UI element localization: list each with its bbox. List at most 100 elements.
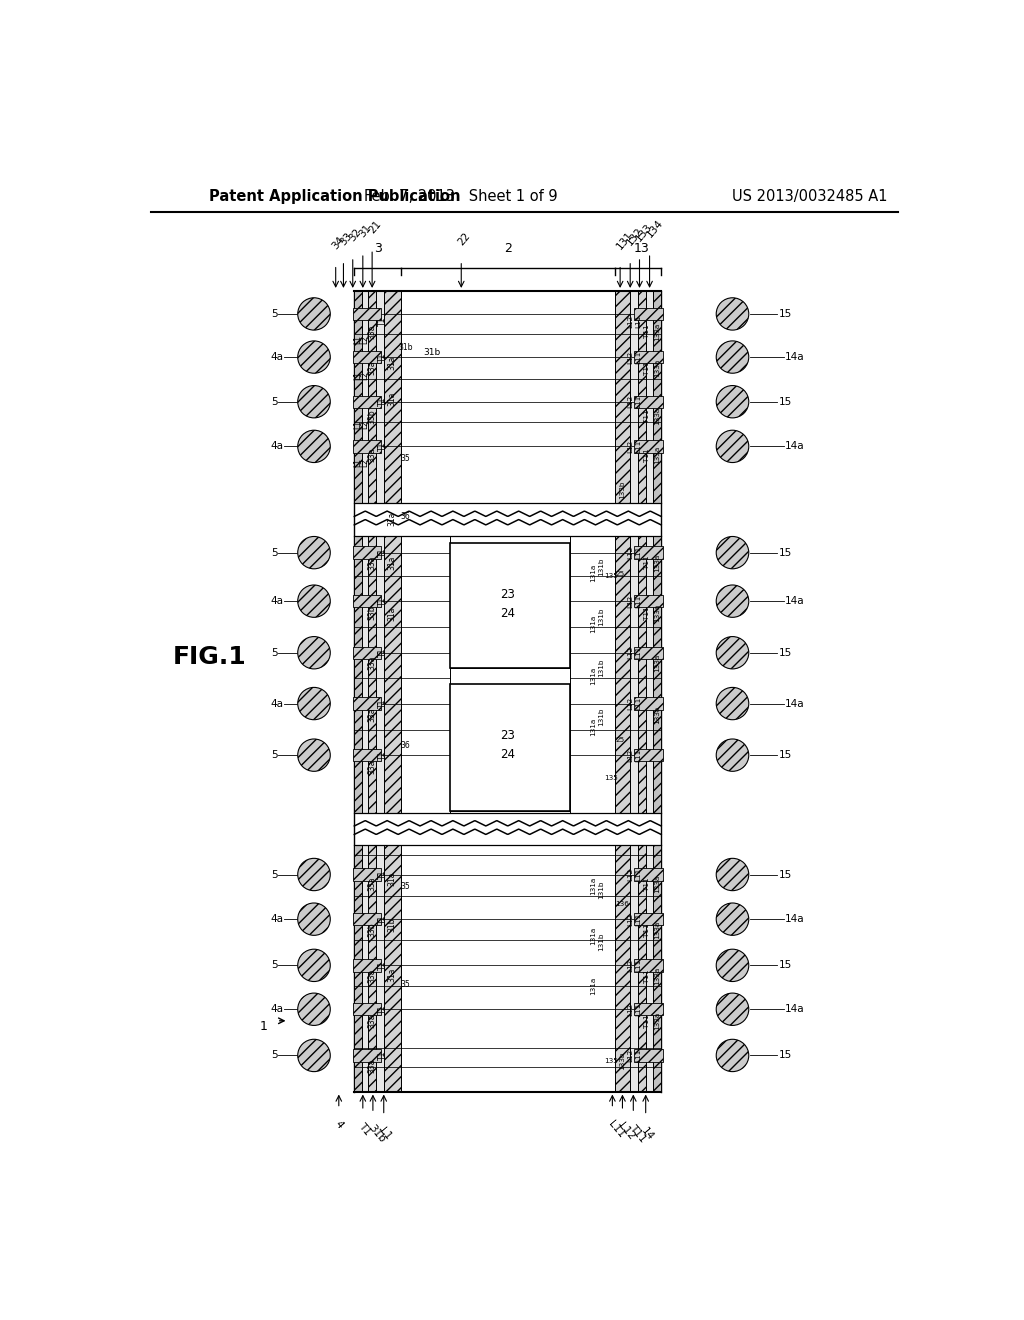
Text: 4: 4 bbox=[333, 1118, 345, 1130]
Text: L12: L12 bbox=[627, 912, 633, 925]
Bar bbox=[362, 845, 369, 1092]
Circle shape bbox=[298, 341, 331, 374]
Text: L12: L12 bbox=[627, 350, 633, 364]
Text: 131a: 131a bbox=[590, 876, 596, 895]
Text: T1: T1 bbox=[378, 915, 387, 924]
Text: 4a: 4a bbox=[270, 1005, 283, 1014]
Text: 31a: 31a bbox=[387, 392, 396, 405]
Text: 131b: 131b bbox=[598, 659, 604, 677]
Text: 15: 15 bbox=[779, 397, 793, 407]
Text: 14a: 14a bbox=[785, 698, 805, 709]
Text: T1: T1 bbox=[378, 751, 387, 760]
Bar bbox=[634, 396, 663, 408]
Text: L12: L12 bbox=[627, 697, 633, 710]
Bar bbox=[384, 290, 400, 503]
Text: L2: L2 bbox=[359, 335, 369, 343]
Bar bbox=[384, 536, 400, 813]
Circle shape bbox=[298, 585, 331, 618]
Text: 133a: 133a bbox=[654, 875, 660, 892]
Text: 131a: 131a bbox=[590, 564, 596, 582]
Text: 33a: 33a bbox=[368, 447, 377, 462]
Text: L12: L12 bbox=[627, 1003, 633, 1016]
Text: L12: L12 bbox=[627, 546, 633, 560]
Text: 34: 34 bbox=[331, 234, 346, 251]
Bar bbox=[352, 869, 381, 880]
Bar bbox=[634, 647, 663, 659]
Circle shape bbox=[298, 903, 331, 936]
Text: 133a: 133a bbox=[654, 653, 660, 672]
Text: T11: T11 bbox=[644, 969, 650, 983]
Text: FIG.1: FIG.1 bbox=[172, 645, 246, 669]
Text: L12: L12 bbox=[627, 958, 633, 972]
Text: 5: 5 bbox=[271, 648, 278, 657]
Bar bbox=[614, 290, 630, 503]
Bar bbox=[614, 536, 630, 813]
Text: 25: 25 bbox=[615, 572, 625, 577]
Text: 133a: 133a bbox=[654, 921, 660, 939]
Text: T11: T11 bbox=[644, 923, 650, 937]
Circle shape bbox=[716, 688, 749, 719]
Bar bbox=[634, 1003, 663, 1015]
Bar bbox=[376, 290, 384, 503]
Text: L2: L2 bbox=[359, 420, 369, 429]
Text: 131b: 131b bbox=[598, 708, 604, 726]
Text: 4a: 4a bbox=[270, 698, 283, 709]
Text: 25: 25 bbox=[615, 737, 625, 743]
Text: T11: T11 bbox=[644, 325, 650, 338]
Text: 4a: 4a bbox=[270, 915, 283, 924]
Text: 33a: 33a bbox=[368, 708, 377, 722]
Text: 15: 15 bbox=[779, 309, 793, 319]
Text: 31a: 31a bbox=[387, 355, 396, 370]
Text: 131a: 131a bbox=[590, 977, 596, 995]
Bar bbox=[352, 913, 381, 925]
Text: 15: 15 bbox=[779, 750, 793, 760]
Text: Feb. 7, 2013   Sheet 1 of 9: Feb. 7, 2013 Sheet 1 of 9 bbox=[365, 189, 558, 205]
Text: 133a: 133a bbox=[654, 1011, 660, 1030]
Text: 4a: 4a bbox=[270, 441, 283, 451]
Bar bbox=[630, 536, 638, 813]
Bar bbox=[354, 290, 362, 503]
Text: L1: L1 bbox=[353, 371, 362, 380]
Text: 133a: 133a bbox=[654, 706, 660, 725]
Text: L11: L11 bbox=[635, 350, 641, 364]
Bar bbox=[634, 869, 663, 880]
Text: T11: T11 bbox=[644, 606, 650, 619]
Text: 4a: 4a bbox=[270, 597, 283, 606]
Text: 131b: 131b bbox=[598, 932, 604, 950]
Bar bbox=[352, 960, 381, 972]
Text: 31a: 31a bbox=[387, 968, 396, 982]
Text: 23: 23 bbox=[501, 729, 515, 742]
Bar bbox=[634, 351, 663, 363]
Text: 131b: 131b bbox=[598, 880, 604, 899]
Bar bbox=[450, 536, 569, 544]
Bar bbox=[630, 845, 638, 1092]
Bar bbox=[634, 308, 663, 321]
Bar bbox=[400, 290, 614, 503]
Text: 15: 15 bbox=[779, 961, 793, 970]
Text: 133: 133 bbox=[634, 222, 654, 243]
Text: T1: T1 bbox=[378, 317, 387, 326]
Bar bbox=[400, 536, 450, 813]
Bar bbox=[362, 290, 369, 503]
Text: L12: L12 bbox=[627, 594, 633, 607]
Circle shape bbox=[298, 298, 331, 330]
Text: T1: T1 bbox=[378, 1051, 387, 1060]
Text: T1: T1 bbox=[356, 1121, 373, 1138]
Text: 133b: 133b bbox=[620, 480, 626, 499]
Text: L11: L11 bbox=[635, 867, 641, 882]
Text: 135: 135 bbox=[604, 573, 617, 578]
Text: 3: 3 bbox=[374, 243, 382, 256]
Bar bbox=[376, 536, 384, 813]
Text: 14a: 14a bbox=[785, 597, 805, 606]
Text: 31a: 31a bbox=[387, 607, 396, 622]
Text: L11: L11 bbox=[635, 1049, 641, 1063]
Text: L11: L11 bbox=[635, 958, 641, 972]
Text: T1: T1 bbox=[378, 1005, 387, 1014]
Text: 135: 135 bbox=[604, 1057, 617, 1064]
Text: 33b: 33b bbox=[368, 606, 377, 620]
Text: L11: L11 bbox=[635, 748, 641, 762]
Text: 33a: 33a bbox=[368, 1014, 377, 1028]
Circle shape bbox=[298, 993, 331, 1026]
Text: 133b: 133b bbox=[620, 1052, 626, 1071]
Circle shape bbox=[716, 298, 749, 330]
